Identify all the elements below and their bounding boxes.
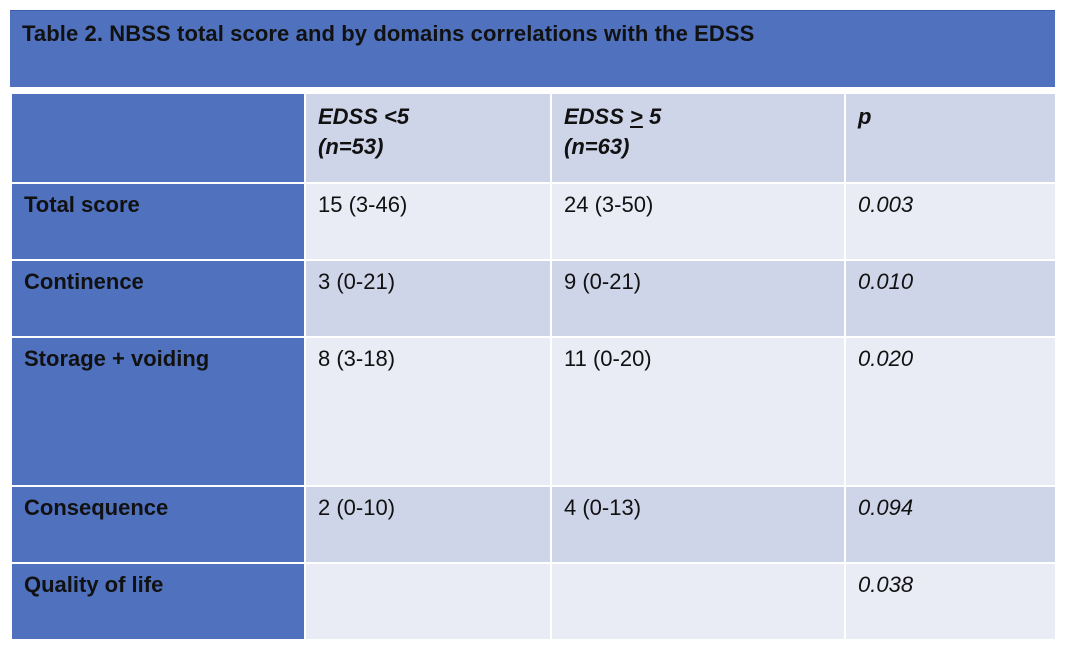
cell-edss-lt5: 15 (3-46) [304,182,552,261]
column-header-edss-ge5-prefix: EDSS [564,104,631,129]
table-row: Total score 15 (3-46) 24 (3-50) 0.003 [10,182,1057,261]
cell-p-value: 0.010 [844,259,1057,338]
cell-edss-ge5: 4 (0-13) [550,485,846,564]
column-header-edss-lt5: EDSS <5 (n=53) [304,92,552,184]
column-header-edss-lt5-line2: (n=53) [318,134,384,159]
row-label: Consequence [10,485,306,564]
cell-edss-ge5: 24 (3-50) [550,182,846,261]
column-header-edss-ge5-symbol: > [630,104,643,129]
cell-p-value: 0.020 [844,336,1057,487]
cell-p-value: 0.003 [844,182,1057,261]
header-row: EDSS <5 (n=53) EDSS > 5 (n=63) p [10,92,1057,184]
row-label: Storage + voiding [10,336,306,487]
row-label: Total score [10,182,306,261]
cell-edss-lt5: 8 (3-18) [304,336,552,487]
column-header-edss-lt5-line1: EDSS <5 [318,104,410,129]
table-row: Quality of life 0.038 [10,562,1057,641]
table-title-bar: Table 2. NBSS total score and by domains… [10,10,1055,87]
cell-edss-ge5 [550,562,846,641]
cell-edss-lt5: 3 (0-21) [304,259,552,338]
cell-edss-ge5: 11 (0-20) [550,336,846,487]
cell-p-value: 0.038 [844,562,1057,641]
table-row: Continence 3 (0-21) 9 (0-21) 0.010 [10,259,1057,338]
column-header-edss-ge5-suffix: 5 [642,104,662,129]
column-header-p: p [844,92,1057,184]
data-table: EDSS <5 (n=53) EDSS > 5 (n=63) p Total s… [10,92,1057,641]
column-header-edss-ge5-line2: (n=63) [564,134,630,159]
cell-edss-lt5 [304,562,552,641]
header-corner-cell [10,92,306,184]
table-title: Table 2. NBSS total score and by domains… [22,21,755,46]
cell-edss-lt5: 2 (0-10) [304,485,552,564]
table-row: Storage + voiding 8 (3-18) 11 (0-20) 0.0… [10,336,1057,487]
row-label: Continence [10,259,306,338]
cell-edss-ge5: 9 (0-21) [550,259,846,338]
table-row: Consequence 2 (0-10) 4 (0-13) 0.094 [10,485,1057,564]
cell-p-value: 0.094 [844,485,1057,564]
column-header-edss-ge5: EDSS > 5 (n=63) [550,92,846,184]
row-label: Quality of life [10,562,306,641]
